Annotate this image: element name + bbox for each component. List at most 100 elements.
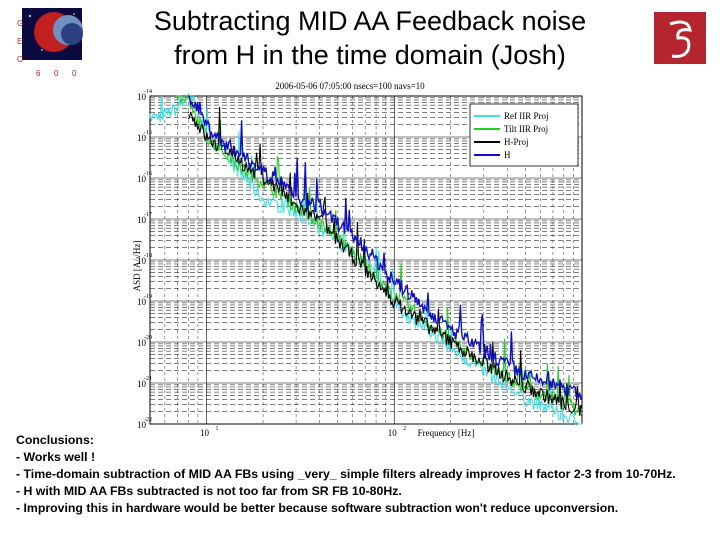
data-point xyxy=(393,280,396,283)
data-point xyxy=(524,398,527,401)
y-tick-exponent: -17 xyxy=(144,212,152,218)
y-tick-label: 10 xyxy=(137,174,147,184)
data-point xyxy=(449,328,452,331)
data-point xyxy=(187,93,190,96)
data-point xyxy=(149,116,151,119)
logo-digit-6: 6 xyxy=(36,69,41,78)
data-point xyxy=(318,205,321,208)
data-point xyxy=(364,246,366,249)
data-point xyxy=(408,312,410,315)
data-point xyxy=(375,259,377,261)
data-point xyxy=(524,374,527,377)
data-point xyxy=(197,107,199,110)
data-point xyxy=(233,148,235,151)
y-tick-label: 10 xyxy=(137,215,147,225)
data-point xyxy=(187,111,190,114)
conclusions-block: Conclusions: - Works well ! - Time-domai… xyxy=(16,432,716,517)
legend-box xyxy=(469,103,579,167)
data-point xyxy=(483,362,485,365)
data-point xyxy=(318,230,321,233)
conclusions-heading: Conclusions: xyxy=(16,433,94,447)
chart-legend: Ref IIR Proj Tilt IIR Proj H-Proj H xyxy=(469,103,579,167)
y-tick-exponent: -14 xyxy=(144,89,152,95)
data-point xyxy=(220,148,223,151)
y-tick-exponent: -16 xyxy=(144,171,152,177)
data-point xyxy=(187,95,190,97)
y-tick-exponent: -15 xyxy=(144,130,152,136)
data-point xyxy=(449,341,452,343)
series-line xyxy=(187,106,583,416)
data-point xyxy=(220,140,223,142)
logo-letter-g: G xyxy=(17,19,23,28)
y-tick-labels: 10-1410-1510-1610-1710-1810-1910-2010-21… xyxy=(137,89,152,430)
data-point xyxy=(244,164,246,167)
data-point xyxy=(581,394,583,397)
data-point xyxy=(384,292,387,295)
logo-small-star xyxy=(29,15,31,17)
y-tick-label: 10 xyxy=(137,297,147,307)
data-point xyxy=(351,234,354,237)
y-tick-exponent: -20 xyxy=(144,335,152,341)
chart-title: 2006-05-06 07:05:00 nsecs=100 navs=10 xyxy=(275,81,425,91)
data-point xyxy=(375,280,377,283)
data-point xyxy=(426,328,429,331)
logo-small-star xyxy=(41,49,43,51)
data-point xyxy=(262,198,264,201)
logo-small-star xyxy=(73,13,75,15)
logo-digit-0: 0 xyxy=(72,69,77,78)
y-tick-label: 10 xyxy=(137,379,147,389)
institution-logo-emblem xyxy=(669,20,692,58)
data-point xyxy=(262,177,264,179)
data-point xyxy=(187,104,190,106)
slide-title-line1: Subtracting MID AA Feedback noise xyxy=(153,6,587,36)
data-point xyxy=(581,410,583,413)
x-axis-label: Frequency [Hz] xyxy=(418,428,475,438)
legend-label: Ref IIR Proj xyxy=(504,111,549,121)
institution-logo xyxy=(654,12,706,64)
y-axis-label: ASD [A/√Hz] xyxy=(132,241,142,292)
data-point xyxy=(205,123,208,126)
y-tick-label: 10 xyxy=(137,256,147,266)
series-layer xyxy=(149,93,583,426)
y-tick-exponent: -18 xyxy=(144,253,152,259)
data-point xyxy=(408,292,410,295)
y-tick-exponent: -19 xyxy=(144,294,152,300)
data-point xyxy=(351,255,354,258)
data-point xyxy=(393,300,396,302)
data-point xyxy=(244,177,246,179)
y-tick-exponent: -22 xyxy=(144,417,152,423)
geo600-logo: G E O 6 0 0 xyxy=(17,8,83,78)
slide-title-line2: from H in the time domain (Josh) xyxy=(174,40,566,70)
x-tick-label: 10 xyxy=(200,428,210,438)
logo-planet-blue-shade xyxy=(61,23,83,45)
data-point xyxy=(483,369,485,372)
legend-label: H xyxy=(504,150,511,160)
data-point xyxy=(483,350,485,352)
x-tick-exponent: 1 xyxy=(216,426,219,432)
data-point xyxy=(336,239,339,242)
data-point xyxy=(280,189,283,192)
conclusion-item: - Works well ! xyxy=(16,450,96,464)
data-point xyxy=(318,218,321,220)
y-tick-label: 10 xyxy=(137,420,147,430)
data-point xyxy=(408,316,410,319)
data-point xyxy=(295,198,297,201)
data-point xyxy=(295,205,297,208)
data-point xyxy=(244,157,246,160)
asd-chart: 2006-05-06 07:05:00 nsecs=100 navs=10 10… xyxy=(132,81,583,438)
series-line xyxy=(188,95,583,400)
data-point xyxy=(364,268,366,270)
conclusion-item: - H with MID AA FBs subtracted is not to… xyxy=(16,484,402,498)
data-point xyxy=(318,222,321,224)
y-tick-exponent: -21 xyxy=(144,376,152,382)
data-point xyxy=(164,113,166,116)
legend-label: H-Proj xyxy=(504,137,529,147)
data-point xyxy=(581,423,583,425)
data-point xyxy=(426,309,429,311)
data-point xyxy=(262,169,264,172)
y-tick-label: 10 xyxy=(137,338,147,348)
x-tick-label: 10 xyxy=(388,428,398,438)
x-tick-exponent: 2 xyxy=(403,426,406,432)
data-point xyxy=(205,136,208,138)
data-point xyxy=(336,222,339,224)
